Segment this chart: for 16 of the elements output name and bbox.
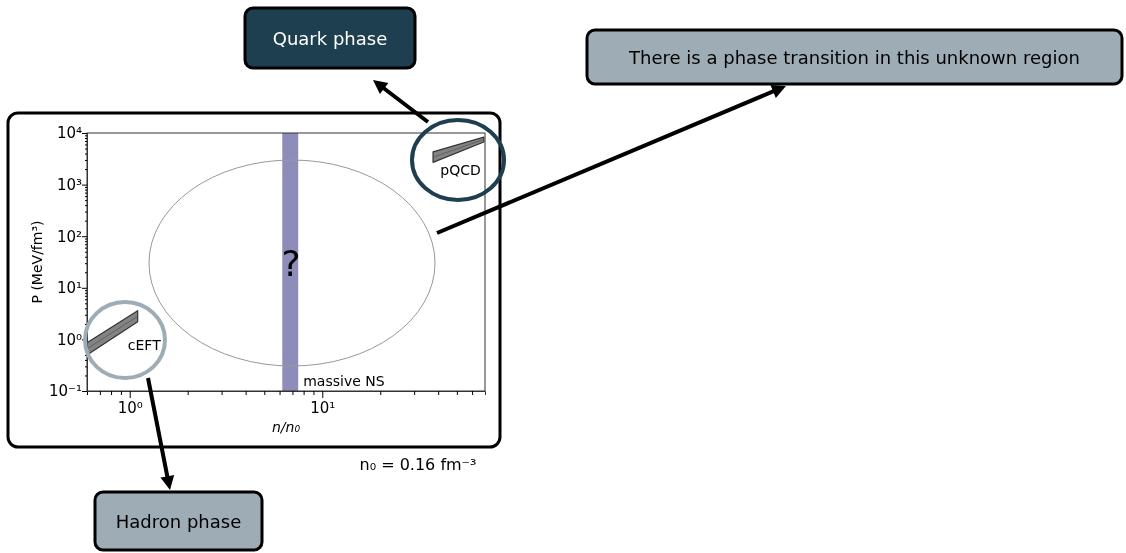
y-tick-label: 10⁴	[56, 124, 82, 143]
y-tick-label: 10¹	[56, 279, 82, 298]
annotation: ?	[281, 242, 301, 284]
text: Hadron phase	[115, 510, 242, 532]
y-tick-label: 10⁰	[56, 330, 82, 349]
text: Quark phase	[272, 27, 388, 49]
y-tick-label: 10²	[56, 227, 82, 246]
text: There is a phase transition in this unknown region	[628, 46, 1080, 68]
y-axis-title: P (MeV/fm³)	[29, 220, 45, 304]
series-label: cEFT	[127, 336, 162, 353]
series-label: pQCD	[440, 161, 481, 178]
y-tick-label: 10⁻¹	[48, 382, 82, 401]
x-axis-title: n/n₀	[271, 419, 301, 435]
text: n₀ = 0.16 fm⁻³	[359, 455, 477, 474]
y-tick-label: 10³	[56, 175, 82, 194]
band-label: massive NS	[303, 373, 385, 389]
